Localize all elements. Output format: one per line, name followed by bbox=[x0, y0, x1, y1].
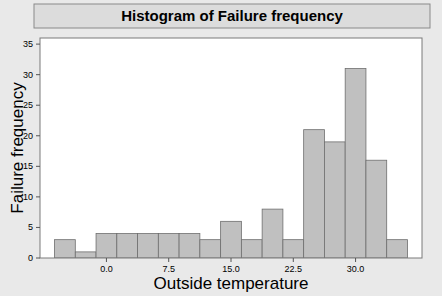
y-tick bbox=[36, 135, 40, 136]
y-axis-label: Failure frequency bbox=[8, 82, 27, 214]
y-tick-label: 5 bbox=[28, 222, 33, 232]
plot-area bbox=[40, 38, 422, 258]
y-tick bbox=[36, 166, 40, 167]
x-tick-label: 15.0 bbox=[222, 264, 240, 274]
chart: Histogram of Failure frequency0510152025… bbox=[0, 0, 442, 296]
x-tick bbox=[293, 258, 294, 262]
x-tick bbox=[231, 258, 232, 262]
y-tick bbox=[36, 74, 40, 75]
y-tick-label: 35 bbox=[23, 39, 33, 49]
x-tick bbox=[355, 258, 356, 262]
x-tick-label: 0.0 bbox=[100, 264, 113, 274]
y-tick bbox=[36, 258, 40, 259]
bar bbox=[75, 252, 96, 258]
background bbox=[0, 0, 442, 296]
bars bbox=[55, 69, 408, 258]
bar bbox=[158, 234, 179, 258]
title-box bbox=[34, 4, 430, 28]
y-tick bbox=[36, 105, 40, 106]
plot-frame bbox=[40, 38, 422, 258]
x-tick-label: 22.5 bbox=[285, 264, 303, 274]
y-tick bbox=[36, 227, 40, 228]
bar bbox=[283, 240, 304, 258]
bar bbox=[117, 234, 138, 258]
bar bbox=[241, 240, 262, 258]
bar bbox=[387, 240, 408, 258]
x-tick-label: 30.0 bbox=[347, 264, 365, 274]
x-tick-label: 7.5 bbox=[162, 264, 175, 274]
y-tick bbox=[36, 196, 40, 197]
x-tick bbox=[168, 258, 169, 262]
bar bbox=[55, 240, 76, 258]
y-tick-label: 30 bbox=[23, 70, 33, 80]
y-tick-label: 0 bbox=[28, 253, 33, 263]
bar bbox=[324, 142, 345, 258]
bar bbox=[262, 209, 283, 258]
bar bbox=[96, 234, 117, 258]
y-tick bbox=[36, 44, 40, 45]
bar bbox=[345, 69, 366, 258]
x-axis-label: Outside temperature bbox=[154, 274, 309, 293]
bar bbox=[221, 221, 242, 258]
bar bbox=[179, 234, 200, 258]
bar bbox=[366, 160, 387, 258]
x-tick bbox=[106, 258, 107, 262]
title: Histogram of Failure frequency bbox=[121, 7, 343, 24]
bar bbox=[304, 130, 325, 258]
bar bbox=[200, 240, 221, 258]
bar bbox=[138, 234, 159, 258]
